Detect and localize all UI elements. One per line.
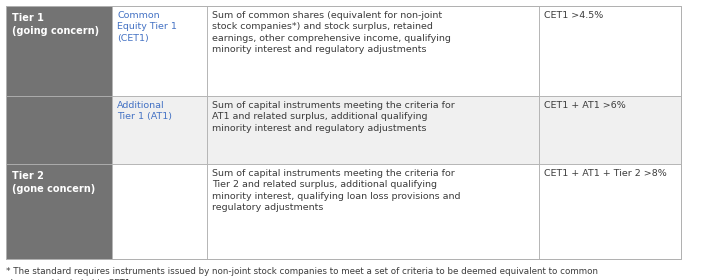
Bar	[112, 164, 207, 259]
Text: Sum of capital instruments meeting the criteria for
AT1 and related surplus, add: Sum of capital instruments meeting the c…	[212, 101, 454, 133]
Bar	[6, 96, 112, 164]
Bar	[112, 96, 207, 164]
Bar	[112, 6, 207, 96]
Bar	[538, 96, 681, 164]
Bar	[6, 6, 112, 96]
Bar	[207, 6, 538, 96]
Text: CET1 + AT1 >6%: CET1 + AT1 >6%	[544, 101, 625, 110]
Text: CET1 + AT1 + Tier 2 >8%: CET1 + AT1 + Tier 2 >8%	[544, 169, 666, 178]
Bar	[538, 6, 681, 96]
Text: Common
Equity Tier 1
(CET1): Common Equity Tier 1 (CET1)	[117, 11, 177, 43]
Bar	[207, 96, 538, 164]
Bar	[538, 164, 681, 259]
Bar	[6, 164, 112, 259]
Text: * The standard requires instruments issued by non-joint stock companies to meet : * The standard requires instruments issu…	[6, 267, 598, 280]
Text: Tier 1
(going concern): Tier 1 (going concern)	[12, 13, 99, 36]
Text: Additional
Tier 1 (AT1): Additional Tier 1 (AT1)	[117, 101, 172, 122]
Text: CET1 >4.5%: CET1 >4.5%	[544, 11, 603, 20]
Text: Sum of capital instruments meeting the criteria for
Tier 2 and related surplus, : Sum of capital instruments meeting the c…	[212, 169, 460, 212]
Bar	[207, 164, 538, 259]
Text: Tier 2
(gone concern): Tier 2 (gone concern)	[12, 171, 95, 194]
Text: Sum of common shares (equivalent for non-joint
stock companies*) and stock surpl: Sum of common shares (equivalent for non…	[212, 11, 451, 54]
